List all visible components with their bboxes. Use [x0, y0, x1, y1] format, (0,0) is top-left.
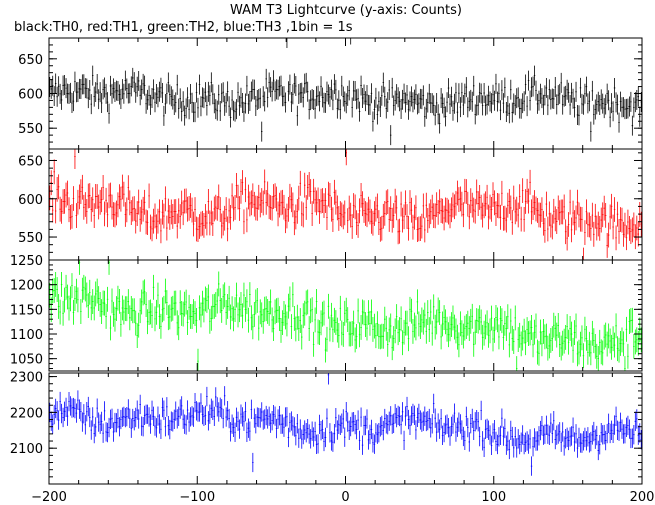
y-tick-label: 1250 [10, 254, 43, 269]
y-tick-label: 2200 [10, 406, 43, 421]
y-tick-label: 550 [18, 122, 43, 137]
panel-frame [48, 372, 643, 485]
panel-th3: 2100 2200 2300 [10, 371, 643, 485]
series-line-th3 [49, 373, 642, 476]
y-tick-label: 600 [18, 88, 43, 103]
y-tick-label: 550 [18, 231, 43, 246]
y-tick-label: 1100 [10, 328, 43, 343]
x-tick-label: 0 [341, 490, 349, 505]
panel-th1: 550 600 650 [18, 148, 643, 261]
series-line-th1 [49, 149, 642, 260]
panels: 550 600 650 550 600 650 1050 1100 1150 1200 1250 21… [10, 37, 643, 485]
y-tick-label: 1050 [10, 353, 43, 368]
y-tick-label: 1150 [10, 303, 43, 318]
panel-th2: 1050 1100 1150 1200 1250 [10, 254, 643, 372]
y-tick-label: 2100 [10, 442, 43, 457]
y-tick-label: 650 [18, 53, 43, 68]
x-tick-label: 200 [630, 490, 655, 505]
y-tick-label: 600 [18, 193, 43, 208]
y-tick-label: 1200 [10, 279, 43, 294]
x-tick-label: −100 [179, 490, 215, 505]
y-tick-label: 650 [18, 154, 43, 169]
chart-title: WAM T3 Lightcurve (y-axis: Counts) [230, 3, 462, 18]
chart-subtitle: black:TH0, red:TH1, green:TH2, blue:TH3 … [14, 20, 353, 35]
x-axis: −200 −100 0 100 200 [31, 490, 654, 505]
panel-th0: 550 600 650 [18, 37, 643, 150]
series-line-th2 [49, 260, 642, 371]
panel-frame [48, 37, 643, 150]
x-tick-label: 100 [481, 490, 506, 505]
x-tick-label: −200 [31, 490, 67, 505]
panel-frame [48, 259, 643, 372]
y-tick-label: 2300 [10, 371, 43, 386]
panel-frame [48, 148, 643, 261]
